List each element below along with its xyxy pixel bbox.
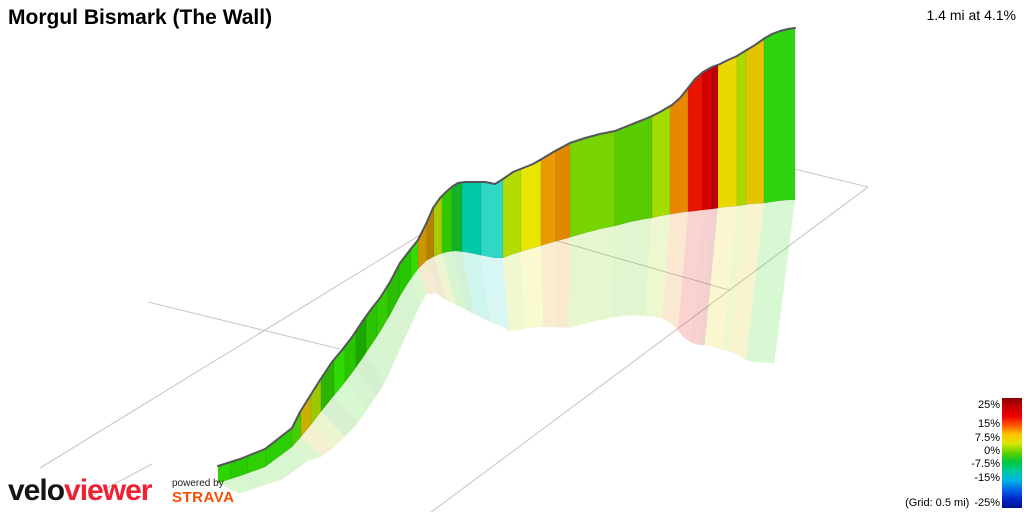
segment-title: Morgul Bismark (The Wall) — [8, 6, 273, 29]
segment-distance-gradient: 1.4 mi at 4.1% — [926, 7, 1017, 23]
powered-by-label: powered by — [172, 478, 224, 489]
veloviewer-logo-viewer: viewer — [64, 474, 152, 507]
strava-logo: STRAVA — [172, 489, 235, 506]
strava-attribution[interactable]: powered by STRAVA — [172, 478, 235, 506]
veloviewer-logo[interactable]: veloviewer — [8, 474, 152, 507]
veloviewer-logo-velo: velo — [8, 474, 65, 507]
